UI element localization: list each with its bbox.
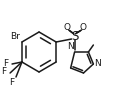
Text: F: F [1,68,6,77]
Text: O: O [63,23,70,32]
Text: N: N [67,42,74,51]
Text: F: F [9,78,14,87]
Text: Br: Br [11,32,20,41]
Text: O: O [80,23,87,32]
Text: S: S [71,29,78,42]
Text: F: F [3,58,8,68]
Text: N: N [94,59,101,68]
